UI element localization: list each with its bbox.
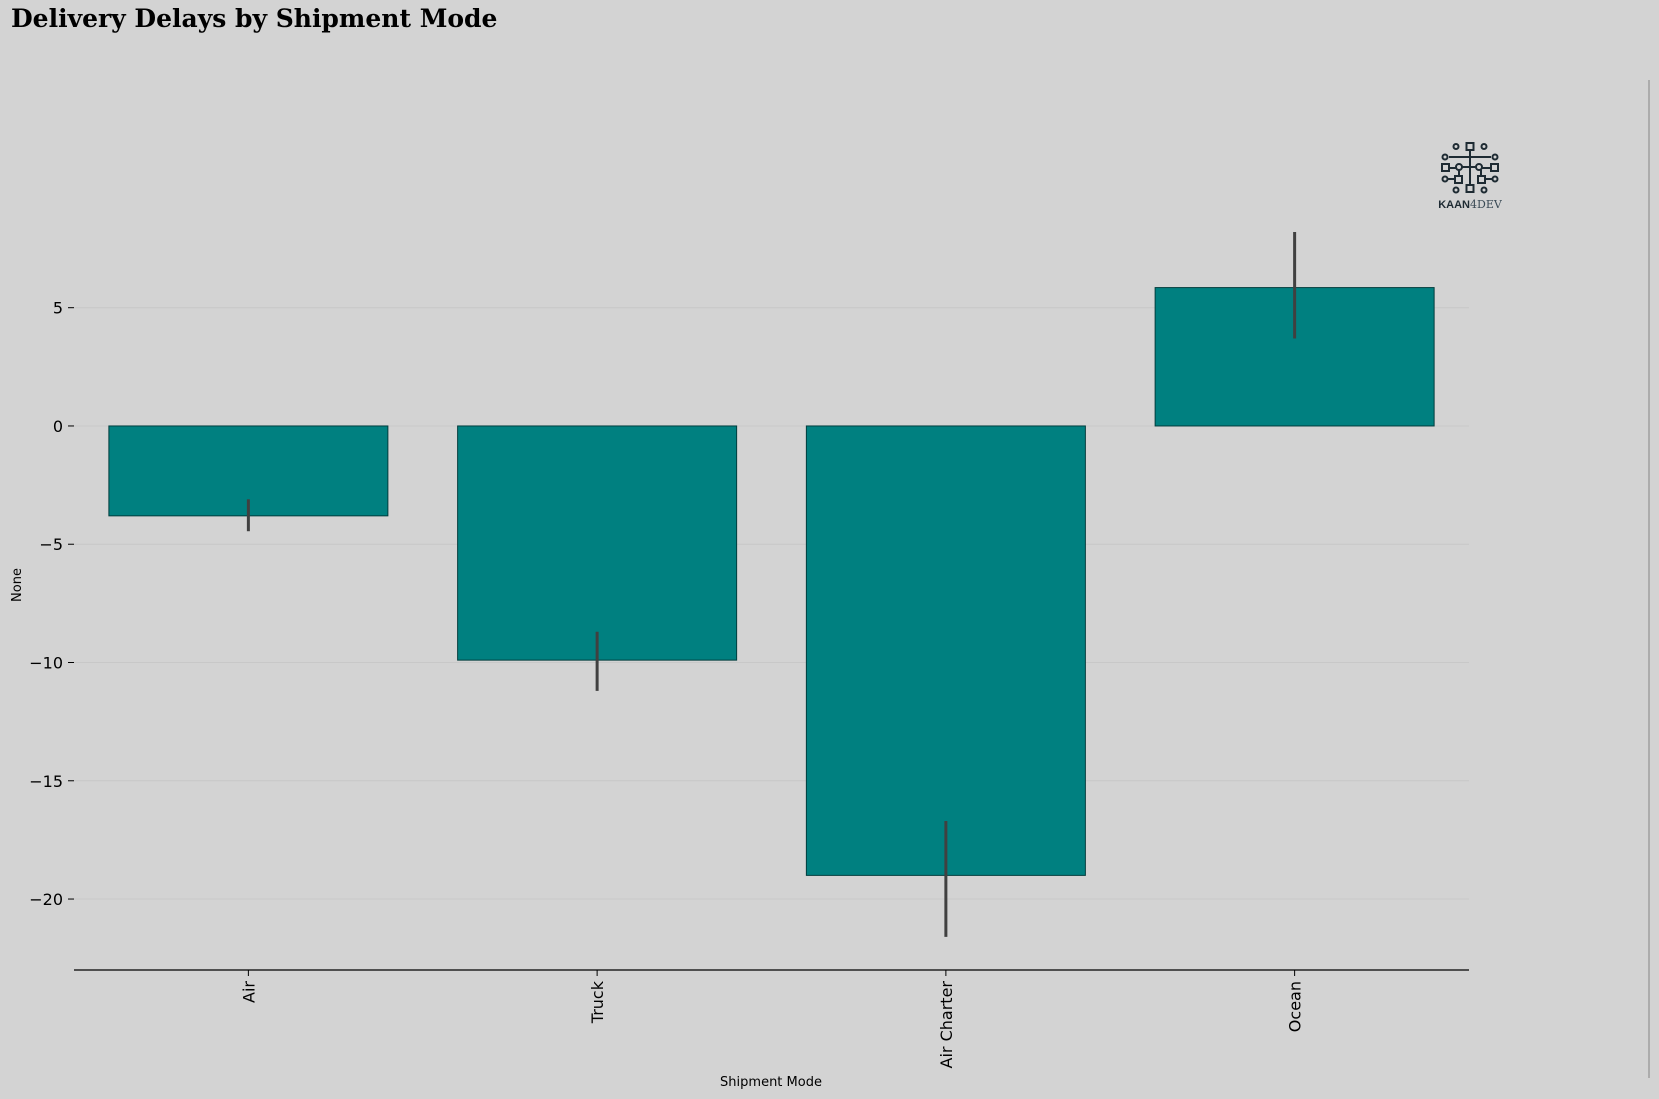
x-axis: Air Truck Air Charter Ocean [74, 969, 1469, 1069]
y-tick-label: −15 [29, 772, 63, 791]
logo-text-bold: KAAN [1438, 199, 1470, 211]
x-axis-label: Shipment Mode [720, 1075, 822, 1090]
kaan4dev-logo: KAAN4DEV [1438, 142, 1503, 211]
x-tick-label: Truck [588, 980, 607, 1024]
circuit-brain-icon [1441, 142, 1499, 194]
logo-text-light: 4DEV [1470, 198, 1503, 211]
y-tick-label: 0 [53, 417, 63, 436]
y-tick-label: −5 [39, 535, 63, 554]
bars [108, 287, 1435, 876]
x-tick-label: Air [239, 981, 258, 1003]
chart-title: Delivery Delays by Shipment Mode [11, 4, 498, 33]
bar [457, 425, 738, 661]
y-axis-label: None [10, 568, 25, 602]
x-tick-label: Air Charter [937, 981, 956, 1069]
y-tick-label: 5 [53, 299, 63, 318]
y-tick-label: −10 [29, 654, 63, 673]
error-bars [246, 232, 1297, 937]
logo-wordmark: KAAN4DEV [1438, 198, 1503, 211]
y-tick-label: −20 [29, 890, 63, 909]
y-axis: 5 0 −5 −10 −15 −20 [29, 299, 74, 909]
bar [805, 425, 1086, 876]
x-tick-label: Ocean [1286, 981, 1305, 1032]
